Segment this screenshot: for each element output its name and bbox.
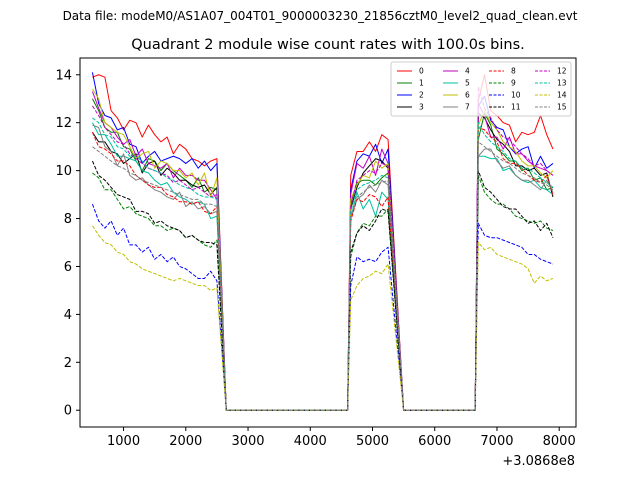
- series-line-10: [91, 203, 554, 411]
- series-layer: [91, 72, 554, 411]
- legend-label-15: 15: [557, 103, 567, 112]
- legend-label-12: 12: [557, 67, 567, 76]
- legend-label-4: 4: [465, 67, 470, 76]
- y-axis: 0 2 4 6 8 10 12 14: [55, 68, 80, 419]
- y-tick-label: 6: [64, 260, 72, 275]
- legend-label-2: 2: [419, 91, 424, 100]
- legend-label-14: 14: [557, 91, 567, 100]
- x-offset-label: +3.0868e8: [502, 454, 575, 469]
- x-tick-label: 7000: [480, 434, 513, 449]
- legend-label-7: 7: [465, 103, 470, 112]
- y-tick-label: 12: [55, 116, 72, 131]
- legend-label-6: 6: [465, 91, 470, 100]
- legend-label-10: 10: [511, 91, 521, 100]
- y-tick-label: 14: [55, 68, 72, 83]
- y-tick-label: 2: [64, 356, 72, 371]
- legend-label-0: 0: [419, 67, 424, 76]
- y-tick-label: 10: [55, 164, 72, 179]
- x-tick-label: 8000: [543, 434, 576, 449]
- axes-frame: [79, 57, 577, 428]
- legend-label-1: 1: [419, 79, 424, 88]
- chart-title: Quadrant 2 module wise count rates with …: [131, 37, 525, 53]
- axes-background: [80, 58, 576, 427]
- figure-suptitle: Data file: modeM0/AS1A07_004T01_90000032…: [63, 9, 578, 23]
- x-axis: 1000 2000 3000 4000 5000 6000 7000 8000: [107, 427, 576, 449]
- y-tick-label: 8: [64, 212, 72, 227]
- x-tick-label: 1000: [107, 434, 140, 449]
- x-tick-label: 4000: [294, 434, 327, 449]
- plot-area: 1000 2000 3000 4000 5000 6000 7000 8000 0246810…: [55, 57, 577, 449]
- x-tick-label: 3000: [231, 434, 264, 449]
- y-tick-label: 0: [64, 404, 72, 419]
- legend-label-3: 3: [419, 103, 424, 112]
- legend-label-13: 13: [557, 79, 567, 88]
- x-tick-label: 5000: [356, 434, 389, 449]
- x-tick-label: 2000: [169, 434, 202, 449]
- x-tick-label: 6000: [418, 434, 451, 449]
- legend-label-11: 11: [511, 103, 521, 112]
- legend-label-5: 5: [465, 79, 470, 88]
- legend-frame: [390, 61, 572, 117]
- series-line-14: [92, 225, 554, 411]
- series-line-15: [92, 141, 554, 411]
- legend-label-9: 9: [511, 79, 516, 88]
- y-tick-label: 4: [64, 308, 72, 323]
- legend-label-8: 8: [511, 67, 516, 76]
